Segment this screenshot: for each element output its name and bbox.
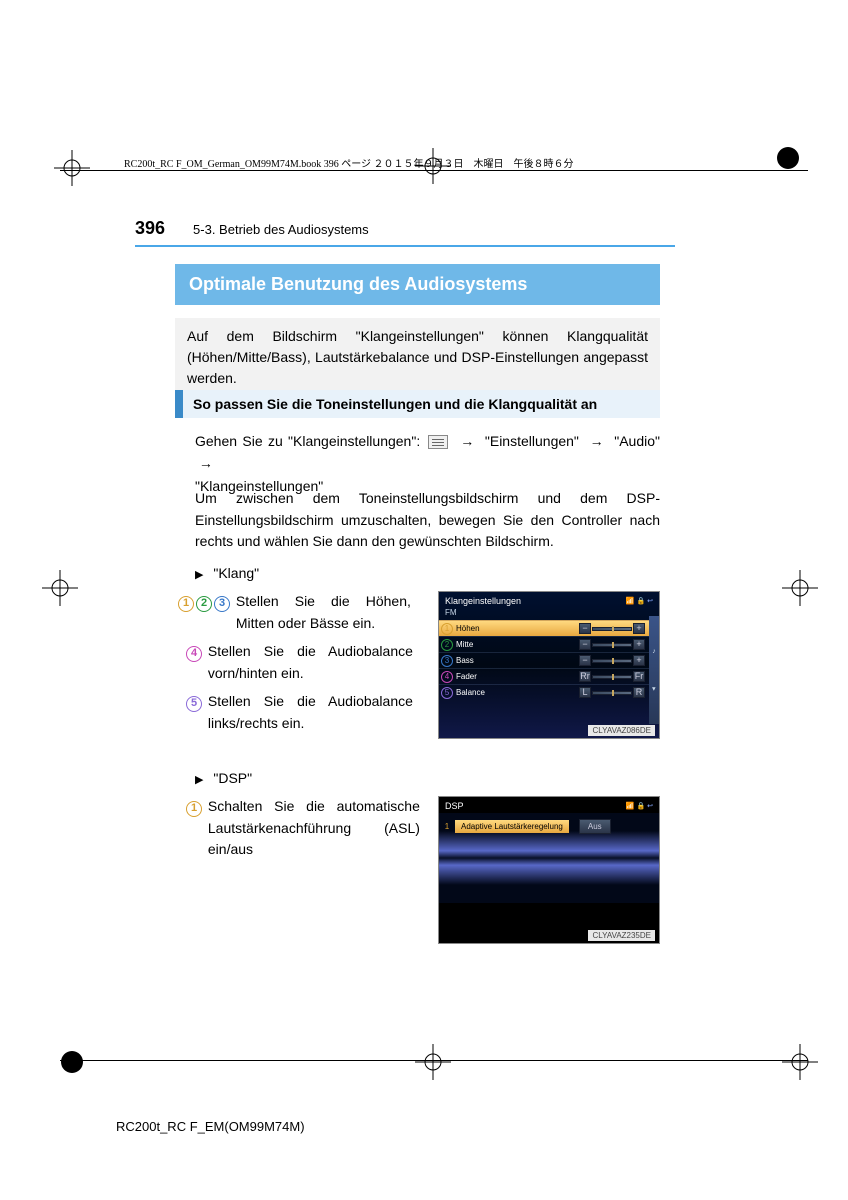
sub-heading: So passen Sie die Toneinstellungen und d… xyxy=(175,390,660,418)
klang-item-3: 5 Stellen Sie die Audiobalance links/rec… xyxy=(186,691,421,734)
menu-icon xyxy=(428,435,448,449)
num-4-icon: 4 xyxy=(186,646,202,662)
regmark xyxy=(42,570,78,606)
regmark xyxy=(54,150,90,186)
klang-screenshot: Klangeinstellungen 📶 🔒 ↩ FM 1Höhen−+2Mit… xyxy=(438,591,660,739)
num-1-icon: 1 xyxy=(178,596,194,612)
ss-row-label: Höhen xyxy=(456,624,579,633)
ss-row: 4FaderRrFr xyxy=(439,668,649,684)
footer: RC200t_RC F_EM(OM99M74M) xyxy=(116,1119,305,1134)
intro-box: Auf dem Bildschirm "Klangeinstellungen" … xyxy=(175,318,660,397)
main-heading: Optimale Benutzung des Audiosystems xyxy=(175,264,660,305)
ss-row-label: Fader xyxy=(456,672,579,681)
ss-num-icon: 3 xyxy=(441,655,453,667)
item-text: Stellen Sie die Audiobalance links/recht… xyxy=(208,691,413,734)
dsp-bullet: ▶ "DSP" xyxy=(195,770,252,786)
dsp-item-1: 1 Schalten Sie die automatische Lautstär… xyxy=(186,796,426,861)
dsp-aus-button: Aus xyxy=(579,819,611,834)
regmark xyxy=(782,570,818,606)
nav-item: "Einstellungen" xyxy=(485,433,579,449)
ss-row: 3Bass−+ xyxy=(439,652,649,668)
nav-item: "Audio" xyxy=(614,433,660,449)
dsp-label: "DSP" xyxy=(213,770,252,786)
ss-caption: CLYAVAZ235DE xyxy=(588,930,655,941)
page-number: 396 xyxy=(135,218,165,239)
triangle-icon: ▶ xyxy=(195,569,203,581)
top-rule xyxy=(60,170,808,171)
num-3-icon: 3 xyxy=(214,596,230,612)
dsp-body: 1 Adaptive Lautstärkeregelung Aus xyxy=(439,813,659,903)
num-1-icon: 1 xyxy=(186,801,202,817)
ss-row-control: −+ xyxy=(579,655,645,666)
ss-row-control: −+ xyxy=(579,623,645,634)
regmark xyxy=(415,1044,451,1080)
item-text: Stellen Sie die Audiobalance vorn/hinten… xyxy=(208,641,413,684)
klang-label: "Klang" xyxy=(213,565,259,581)
ss-title: DSP xyxy=(445,801,464,811)
ss-title: Klangeinstellungen xyxy=(445,596,521,606)
klang-item-2: 4 Stellen Sie die Audiobalance vorn/hint… xyxy=(186,641,421,684)
ss-num-icon: 4 xyxy=(441,671,453,683)
klang-bullet: ▶ "Klang" xyxy=(195,565,259,581)
nav-prefix: Gehen Sie zu "Klangeinstellungen": xyxy=(195,433,426,449)
ss-status-icons: 📶 🔒 ↩ xyxy=(626,802,653,810)
ss-row-label: Mitte xyxy=(456,640,579,649)
dsp-row: 1 Adaptive Lautstärkeregelung Aus xyxy=(441,819,611,834)
dsp-screenshot: DSP 📶 🔒 ↩ 1 Adaptive Lautstärkeregelung … xyxy=(438,796,660,944)
page-header: 396 5-3. Betrieb des Audiosystems xyxy=(135,218,369,239)
triangle-icon: ▶ xyxy=(195,774,203,786)
ss-num-icon: 2 xyxy=(441,639,453,651)
header-rule xyxy=(135,245,675,247)
ss-row-control: LR xyxy=(579,687,645,698)
switch-para: Um zwischen dem Toneinstellungsbildschir… xyxy=(195,488,660,553)
ss-title-bar: Klangeinstellungen 📶 🔒 ↩ xyxy=(439,592,659,608)
ss-row-label: Bass xyxy=(456,656,579,665)
bottom-rule xyxy=(60,1060,808,1061)
num-2-icon: 2 xyxy=(196,596,212,612)
ss-sub: FM xyxy=(439,608,659,620)
item-text: Schalten Sie die automatische Lautstärke… xyxy=(208,796,420,861)
regmark xyxy=(782,1044,818,1080)
ss-row-control: −+ xyxy=(579,639,645,650)
ss-row-control: RrFr xyxy=(579,671,645,682)
ss-title-bar: DSP 📶 🔒 ↩ xyxy=(439,797,659,813)
klang-item-1: 123 Stellen Sie die Höhen, Mitten oder B… xyxy=(178,591,418,634)
print-meta: RC200t_RC F_OM_German_OM99M74M.book 396 … xyxy=(124,155,574,170)
ss-num-icon: 1 xyxy=(441,623,453,635)
ss-status-icons: 📶 🔒 ↩ xyxy=(626,597,653,605)
ss-caption: CLYAVAZ086DE xyxy=(588,725,655,736)
dsp-row-label: Adaptive Lautstärkeregelung xyxy=(455,820,569,833)
ss-row: 5BalanceLR xyxy=(439,684,649,700)
ss-row: 1Höhen−+ xyxy=(439,620,649,636)
ss-num-icon: 5 xyxy=(441,687,453,699)
ss-row: 2Mitte−+ xyxy=(439,636,649,652)
ss-side-tab: ♪▸ xyxy=(649,616,659,724)
num-1-icon: 1 xyxy=(441,821,453,833)
section-label: 5-3. Betrieb des Audiosystems xyxy=(193,222,369,237)
ss-row-label: Balance xyxy=(456,688,579,697)
regmark xyxy=(54,1044,90,1080)
item-text: Stellen Sie die Höhen, Mitten oder Bässe… xyxy=(236,591,411,634)
num-5-icon: 5 xyxy=(186,696,202,712)
